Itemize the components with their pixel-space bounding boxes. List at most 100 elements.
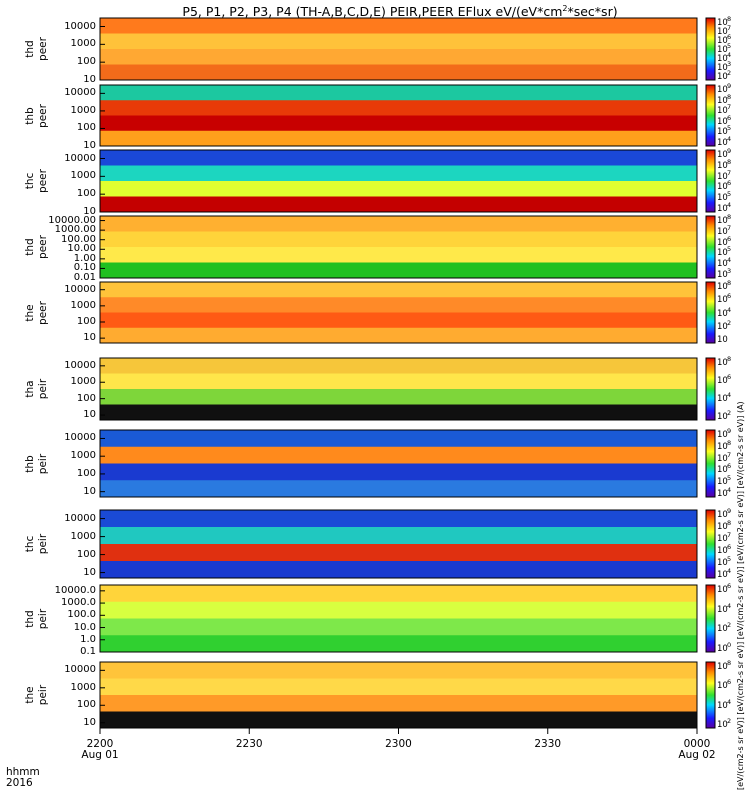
panel-3-band-3	[100, 262, 697, 279]
panel-2-cb-exp-2: 7	[727, 168, 732, 177]
panel-6-cb-exp-1: 8	[727, 438, 732, 447]
panel-3-ytick-label-6: 0.01	[73, 272, 96, 283]
panel-1-cb-exp-0: 9	[727, 82, 732, 90]
panel-0-ytick-label-1: 1000	[70, 38, 96, 50]
panel-5-band-3	[100, 404, 697, 421]
panel-2-band-1	[100, 165, 697, 182]
panel-6-cb-exp-5: 4	[727, 486, 732, 494]
panel-5-colorbar	[705, 357, 716, 421]
panel-3-band-2	[100, 247, 697, 263]
panel-9-probe-label: the	[24, 686, 36, 704]
panel-6-ytick-label-1: 1000	[70, 450, 96, 462]
panel-0-frame	[99, 17, 698, 81]
panel-1-cb-label-4: 10	[717, 127, 728, 138]
panel-4-ytick-label-2: 100	[76, 315, 96, 327]
panel-1-cb-exp-4: 5	[727, 124, 732, 133]
panel-7-ytick-label-0: 10000	[64, 512, 96, 524]
panel-5-ytick-label-0: 10000	[64, 359, 96, 371]
panel-5-cb-exp-3: 2	[727, 409, 732, 417]
panel-7-cb-exp-4: 5	[727, 555, 732, 563]
panel-4-cb-label-4: 10	[717, 335, 728, 345]
panel-8-probe-label: thd	[24, 609, 36, 628]
panel-6-ytick-label-2: 100	[76, 467, 96, 479]
panel-2-cb-exp-3: 6	[727, 179, 732, 188]
panel-5-band-1	[100, 373, 697, 390]
panel-9-cb-label-2: 10	[717, 700, 728, 711]
panel-7-ytick-label-1: 1000	[70, 530, 96, 542]
panel-7-cb-label-0: 10	[717, 510, 728, 520]
panel-3-product-label: peer	[37, 235, 49, 259]
panel-7-cb-label-5: 10	[717, 570, 728, 580]
panel-2-cb-label-4: 10	[717, 193, 728, 204]
panel-0-band-0	[100, 18, 697, 34]
panel-1-cb-label-1: 10	[717, 95, 728, 106]
panel-7-cb-exp-1: 8	[727, 519, 732, 527]
panel-7-ytick-label-3: 10	[83, 566, 96, 578]
panel-8-product-label: peir	[37, 608, 49, 629]
x-time-label-4: 0000	[683, 738, 711, 750]
panel-0-cb-exp-3: 5	[727, 42, 732, 50]
panel-6-cb-exp-2: 7	[727, 450, 732, 459]
panel-3-frame	[99, 215, 698, 279]
panel-4-frame	[99, 281, 698, 344]
panel-3-band-0	[100, 216, 697, 232]
panel-6-cb-label-4: 10	[717, 477, 728, 488]
panel-2-cb-exp-1: 8	[727, 157, 732, 166]
panel-5-cb-label-2: 10	[717, 394, 728, 404]
panel-1-colorbar	[705, 84, 716, 147]
panel-4-cb-exp-3: 2	[727, 318, 732, 327]
panel-9-ytick-label-1: 1000	[70, 681, 96, 693]
panel-6-product-label: peir	[37, 453, 49, 474]
panel-5-ytick-label-3: 10	[83, 409, 96, 421]
panel-3-cb-exp-1: 7	[727, 223, 732, 232]
panel-2-ytick-label-1: 1000	[70, 170, 96, 182]
panel-5-cb-exp-1: 6	[727, 373, 732, 381]
panel-0-cb-label-2: 10	[717, 36, 728, 46]
panel-5-frame	[99, 357, 698, 421]
panel-4-colorbar	[705, 281, 716, 344]
panel-7-probe-label: thc	[24, 535, 36, 553]
panel-8-frame	[99, 584, 698, 653]
panel-1-cb-label-2: 10	[717, 106, 728, 117]
panel-0-band-1	[100, 33, 697, 50]
panel-6-colorbar	[705, 429, 716, 498]
panel-4-cb-label-0: 10	[717, 282, 728, 292]
panel-1-band-1	[100, 100, 697, 116]
panel-3-cb-label-3: 10	[717, 248, 728, 259]
panel-1-frame	[99, 84, 698, 147]
panel-7-cb-exp-2: 7	[727, 531, 732, 539]
panel-8-cb-label-1: 10	[717, 604, 728, 615]
panel-5-band-2	[100, 389, 697, 405]
panel-5-probe-label: tha	[24, 380, 36, 398]
panel-4-cb-exp-0: 8	[727, 279, 732, 287]
panel-5-cb-exp-0: 8	[727, 355, 732, 363]
panel-3-cb-exp-3: 5	[727, 245, 732, 254]
panel-3-ytick-label-5: 0.10	[73, 262, 96, 274]
panel-8-ytick-label-2: 100.0	[67, 609, 96, 621]
panel-3-probe-label: thd	[24, 238, 36, 256]
panel-4-band-0	[100, 282, 697, 298]
panel-7-cb-exp-3: 6	[727, 543, 732, 551]
panel-2-ytick-label-3: 10	[83, 206, 96, 217]
panel-4-product-label: peer	[37, 300, 49, 325]
panel-0-cb-exp-2: 6	[727, 33, 732, 41]
panel-6-ytick-label-3: 10	[83, 485, 96, 497]
panel-6-cb-label-1: 10	[717, 441, 728, 452]
panel-1-band-0	[100, 85, 697, 101]
panel-0-cb-exp-4: 4	[727, 51, 732, 59]
panel-6-cb-exp-3: 6	[727, 462, 732, 471]
panel-6-ytick-label-0: 10000	[64, 432, 96, 444]
panel-2-colorbar	[705, 149, 716, 213]
panel-6-probe-label: thb	[24, 454, 36, 473]
panel-7-product-label: peir	[37, 533, 49, 555]
panel-5-band-0	[100, 358, 697, 374]
panel-0-ytick-label-2: 100	[76, 56, 96, 68]
panel-0-cb-label-3: 10	[717, 45, 728, 55]
panel-9-band-1	[100, 678, 697, 696]
panel-8-colorbar	[705, 584, 716, 653]
panel-2-frame	[99, 149, 698, 213]
panel-3-cb-exp-0: 8	[727, 213, 732, 221]
panel-0-cb-label-6: 10	[717, 72, 728, 82]
panel-0-band-3	[100, 64, 697, 81]
